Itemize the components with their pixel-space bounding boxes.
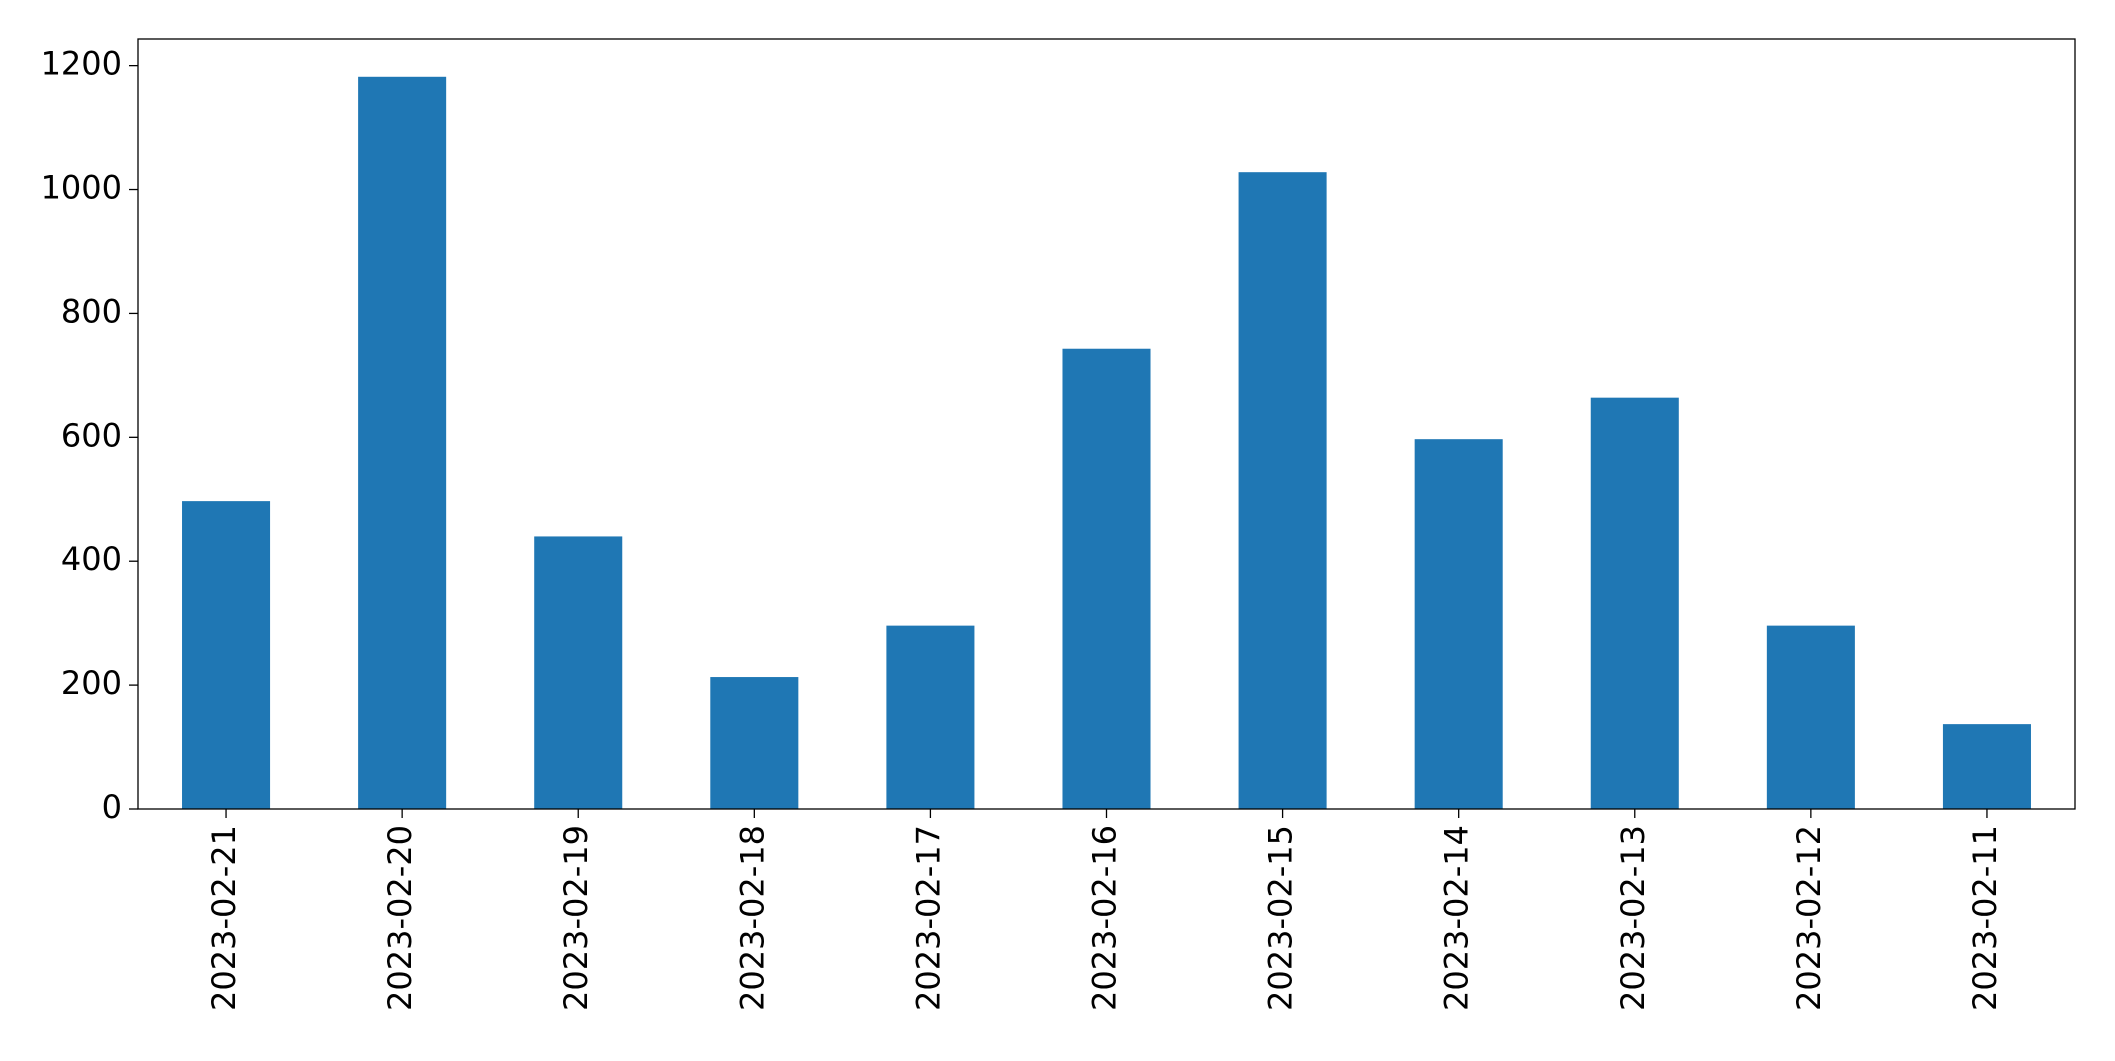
x-tick-label: 2023-02-19: [557, 825, 595, 1011]
bar: [1766, 625, 1855, 809]
bar: [534, 536, 623, 809]
bar: [1062, 348, 1151, 809]
bar: [710, 677, 799, 809]
y-tick-label: 600: [61, 416, 122, 454]
x-tick-label: 2023-02-12: [1790, 825, 1828, 1011]
axes-frame: [137, 38, 2076, 810]
y-tick-label: 200: [61, 664, 122, 702]
x-tick-label: 2023-02-16: [1086, 825, 1124, 1011]
y-tick-label: 1200: [41, 45, 122, 83]
y-tick-label: 1000: [41, 169, 122, 207]
x-tick-label: 2023-02-18: [733, 825, 771, 1011]
x-tick-label: 2023-02-20: [381, 825, 419, 1011]
y-tick-label: 400: [61, 540, 122, 578]
bar: [182, 501, 271, 809]
bar: [358, 76, 447, 810]
y-tick-label: 800: [61, 292, 122, 330]
bar: [886, 625, 975, 809]
x-tick-label: 2023-02-13: [1614, 825, 1652, 1011]
x-tick-label: 2023-02-17: [909, 825, 947, 1011]
x-tick-label: 2023-02-21: [205, 825, 243, 1011]
x-tick-label: 2023-02-15: [1262, 825, 1300, 1011]
y-tick-label: 0: [102, 788, 122, 826]
bar: [1590, 397, 1679, 809]
x-tick-label: 2023-02-14: [1438, 825, 1476, 1011]
bar: [1942, 724, 2031, 809]
bar: [1238, 172, 1327, 809]
x-tick-label: 2023-02-11: [1966, 825, 2004, 1011]
bar: [1414, 439, 1503, 809]
